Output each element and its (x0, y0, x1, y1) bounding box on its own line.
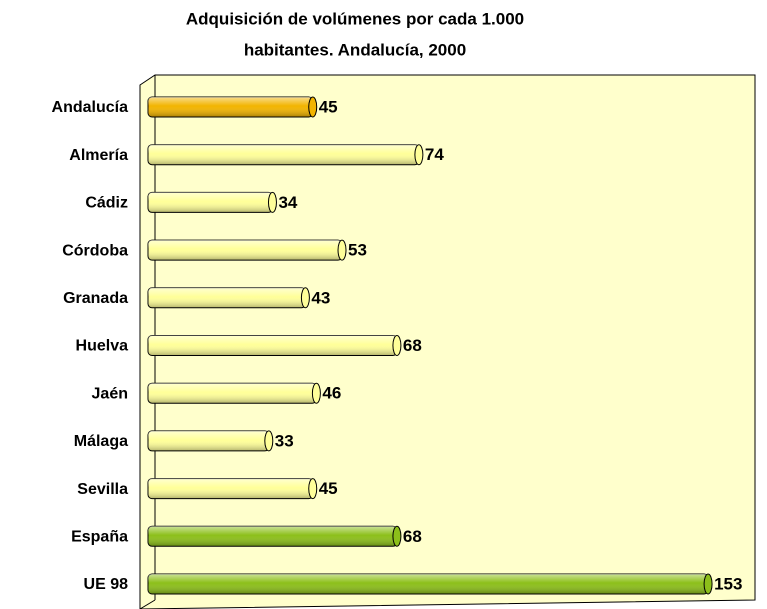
bar-shade (148, 478, 313, 499)
y-tick-label: Sevilla (77, 481, 128, 498)
value-label: 53 (348, 241, 367, 260)
bar-cap (703, 573, 713, 595)
bar-shade (148, 574, 709, 594)
wall-edge (139, 599, 156, 609)
bar-shade (148, 192, 273, 213)
y-tick-label: Granada (63, 290, 128, 307)
y-tick-label: Cádiz (85, 195, 128, 212)
value-label: 33 (275, 431, 294, 450)
y-tick-label: Jaén (92, 385, 128, 402)
value-label: 74 (425, 145, 444, 164)
value-label: 68 (403, 527, 422, 546)
value-label: 45 (319, 97, 338, 116)
bar-shade (148, 97, 313, 117)
y-tick-label: España (71, 529, 128, 546)
value-label: 153 (714, 574, 742, 593)
value-label: 34 (278, 193, 297, 212)
value-label: 45 (319, 479, 338, 498)
bar-cap (300, 287, 310, 309)
bar-shade (148, 144, 419, 165)
bar-shade (148, 335, 397, 356)
value-label: 46 (322, 384, 341, 403)
bar-shade (148, 240, 343, 261)
bar-shade (148, 526, 397, 547)
bar-shade (148, 287, 306, 308)
bar-cap (414, 144, 424, 166)
value-label: 43 (311, 288, 330, 307)
y-tick-label: Andalucía (52, 99, 129, 116)
bar-cap (308, 478, 318, 500)
plot-wall (139, 74, 756, 609)
chart-title: Adquisición de volúmenes por cada 1.000 (186, 9, 524, 28)
y-tick-label: Huelva (76, 338, 129, 355)
bar-shade (148, 383, 317, 404)
y-tick-label: Almería (69, 147, 128, 164)
bar-cap (308, 96, 318, 118)
y-tick-label: UE 98 (84, 576, 129, 593)
bar-cap (267, 191, 277, 213)
chart-title: habitantes. Andalucía, 2000 (244, 40, 466, 59)
y-tick-label: Córdoba (62, 242, 128, 259)
bar-cap (311, 382, 321, 404)
bar-shade (148, 430, 269, 451)
bar-cap (337, 239, 347, 261)
bar-cap (264, 430, 274, 452)
value-label: 68 (403, 336, 422, 355)
bar-cap (392, 335, 402, 356)
y-tick-label: Málaga (74, 433, 128, 450)
bar-cap (392, 525, 402, 547)
